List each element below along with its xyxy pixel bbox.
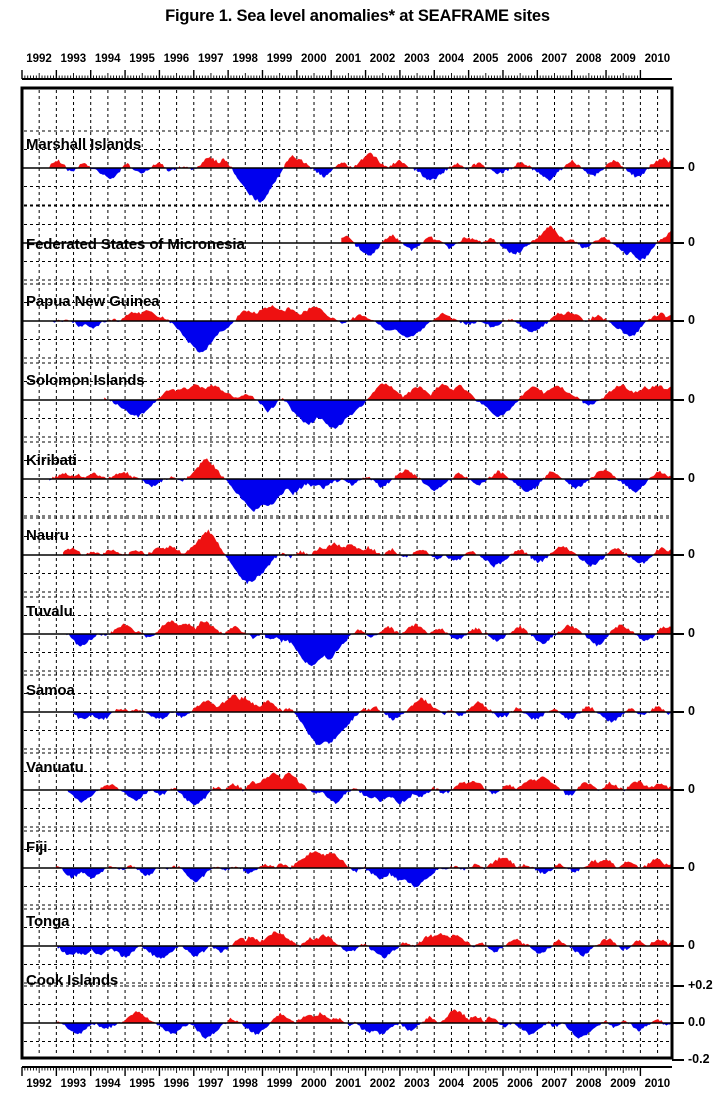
year-tick-label: 2008 [575,1078,602,1090]
year-tick-label: 1999 [266,53,293,65]
year-tick-label: 1996 [163,1078,190,1090]
series-layer [23,152,671,1040]
panel-zero-scale-label: 0 [688,235,695,249]
negative-anomaly-area [108,399,600,430]
year-tick-label: 2009 [610,53,636,65]
panel-label-vanuatu: Vanuatu [26,759,84,776]
year-tick-label: 1995 [129,1078,155,1090]
panel-series-samoa [23,694,671,746]
year-tick-label: 2000 [301,53,327,65]
year-tick-label: 2008 [575,53,602,65]
year-tick-label: 2004 [438,53,465,65]
panel-label-cook-islands: Cook Islands [26,972,119,989]
year-tick-label: 2002 [369,1078,396,1090]
panel-zero-scale-label: 0.0 [688,1015,706,1029]
year-tick-label: 2010 [644,1078,671,1090]
panel-zero-scale-label: 0 [688,938,695,952]
axis-ticks [21,1066,672,1076]
panel-series-kiribati [23,458,671,513]
panel-series-tonga [23,931,671,959]
panel-zero-scale-label: 0 [688,392,695,406]
negative-anomaly-area [73,711,671,746]
year-tick-label: 2002 [369,53,396,65]
panel-series-vanuatu [23,772,671,806]
panel-label-federated-states-of-micronesia: Federated States of Micronesia [26,236,245,253]
year-tick-label: 1994 [94,1078,121,1090]
panel-series-cook-islands [23,1009,671,1040]
panel-zero-scale-label: 0 [688,160,695,174]
year-tick-label: 2007 [541,1078,568,1090]
panel-label-tonga: Tonga [26,913,70,930]
year-tick-label: 2001 [335,53,361,65]
year-tick-label: 1998 [232,1078,258,1090]
year-tick-label: 2001 [335,1078,361,1090]
year-tick-label: 1998 [232,53,258,65]
panel-series-papua-new-guinea [23,304,671,353]
panel-series-nauru [23,529,671,585]
year-tick-label: 1992 [26,1078,52,1090]
panel-label-tuvalu: Tuvalu [26,603,73,620]
panel-series-marshall-islands [23,152,671,203]
year-tick-label: 2006 [507,53,533,65]
panel-zero-scale-label: 0 [688,860,695,874]
year-tick-label: 1999 [266,1078,293,1090]
figure-title: Figure 1. Sea level anomalies* at SEAFRA… [165,7,550,25]
year-tick-label: 1994 [94,53,121,65]
year-axis-top: 1992 1993 1994 1995 1996 1997 1998 1999 2000 2001… [0,53,715,69]
year-tick-label: 1996 [163,53,190,65]
year-tick-label: 1997 [197,1078,224,1090]
panel-label-marshall-islands: Marshall Islands [26,136,142,153]
panel-series-solomon-islands [23,383,671,430]
year-tick-label: 2009 [610,1078,636,1090]
year-tick-label: 2005 [472,1078,499,1090]
year-axis-bottom: 1992 1993 1994 1995 1996 1997 1998 1999 2000 2001… [0,1078,715,1094]
panel-zero-scale-label: 0 [688,313,695,327]
year-tick-label: 2000 [301,1078,327,1090]
year-tick-label: 2010 [644,53,671,65]
year-tick-label: 1992 [26,53,52,65]
year-tick-label: 1993 [60,1078,87,1090]
panel-label-nauru: Nauru [26,527,69,544]
panel-series-tuvalu [23,620,671,667]
plot-frame [20,86,674,1060]
scale-tick-label: +0.2 [688,978,713,992]
panel-series-federated-states-of-micronesia [23,225,671,262]
panel-zero-scale-label: 0 [688,471,695,485]
panel-label-fiji: Fiji [26,839,48,856]
panel-zero-scale-label: 0 [688,704,695,718]
year-tick-label: 1993 [60,53,87,65]
panel-label-samoa: Samoa [26,682,75,699]
year-tick-label: 1997 [197,53,224,65]
panel-series-fiji [23,851,671,888]
year-tick-label: 2006 [507,1078,533,1090]
year-tick-label: 1995 [129,53,155,65]
panel-label-kiribati: Kiribati [26,452,77,469]
year-tick-label: 2003 [404,1078,430,1090]
panel-zero-scale-label: 0 [688,782,695,796]
year-tick-label: 2004 [438,1078,465,1090]
axis-ticks [21,70,672,80]
panel-label-papua-new-guinea: Papua New Guinea [26,293,160,310]
panel-zero-scale-label: 0 [688,626,695,640]
year-tick-label: 2007 [541,53,568,65]
scale-tick-label: -0.2 [688,1052,710,1066]
year-tick-label: 2005 [472,53,499,65]
year-tick-label: 2003 [404,53,430,65]
panel-label-solomon-islands: Solomon Islands [26,372,145,389]
panel-zero-scale-label: 0 [688,547,695,561]
positive-anomaly-area [55,304,671,322]
